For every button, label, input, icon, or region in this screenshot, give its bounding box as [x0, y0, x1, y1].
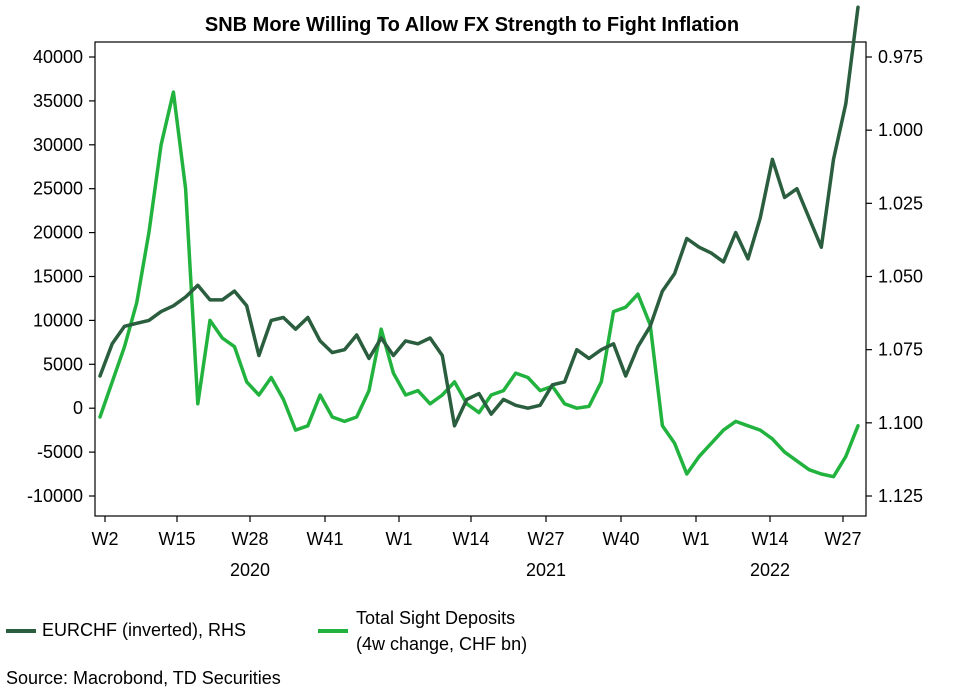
- x-tick-label: W27: [824, 529, 861, 549]
- right-tick-label: 1.100: [878, 413, 923, 433]
- x-tick-label: W41: [306, 529, 343, 549]
- series-line-sight-deposits: [98, 90, 860, 479]
- x-tick-label: W28: [231, 529, 268, 549]
- x-year-label: 2022: [750, 560, 790, 580]
- plot-border: [94, 41, 867, 517]
- source-note: Source: Macrobond, TD Securities: [6, 668, 281, 688]
- x-year-label: 2021: [526, 560, 566, 580]
- left-tick-label: 10000: [33, 310, 83, 330]
- left-tick-label: 5000: [43, 354, 83, 374]
- right-tick-label: 1.000: [878, 120, 923, 140]
- chart-title: SNB More Willing To Allow FX Strength to…: [205, 14, 739, 36]
- left-tick-label: 40000: [33, 47, 83, 67]
- right-axis: 0.975 1.000 1.025 1.050 1.075 1.100 1.125: [866, 47, 923, 506]
- right-tick-label: 1.125: [878, 486, 923, 506]
- left-tick-label: -10000: [27, 486, 83, 506]
- x-tick-label: W14: [452, 529, 489, 549]
- right-tick-label: 1.050: [878, 267, 923, 287]
- legend-label-sight-deposits-line1: Total Sight Deposits: [356, 608, 516, 628]
- right-tick-label: 1.075: [878, 340, 923, 360]
- series-line-eurchf: [98, 5, 860, 428]
- x-tick-label: W1: [683, 529, 710, 549]
- left-tick-label: -5000: [37, 442, 83, 462]
- legend-swatch-eurchf: [6, 629, 36, 633]
- legend-label-eurchf: EURCHF (inverted), RHS: [42, 620, 247, 640]
- x-tick-label: W2: [92, 529, 119, 549]
- legend-label-sight-deposits-line2: (4w change, CHF bn): [356, 634, 528, 654]
- right-tick-label: 0.975: [878, 47, 923, 67]
- left-tick-label: 15000: [33, 267, 83, 287]
- right-tick-label: 1.025: [878, 193, 923, 213]
- left-tick-label: 20000: [33, 223, 83, 243]
- left-tick-label: 30000: [33, 135, 83, 155]
- x-year-label: 2020: [230, 560, 270, 580]
- left-tick-label: 0: [73, 398, 83, 418]
- left-tick-label: 35000: [33, 91, 83, 111]
- series-layer: [98, 5, 860, 479]
- x-tick-label: W40: [602, 529, 639, 549]
- plot-frame: [94, 41, 867, 517]
- x-axis: W2 W15 W28 W41 W1 W14 W27 W40 W1 W14 W27 2020 2021 20…: [92, 516, 862, 580]
- x-tick-label: W27: [527, 529, 564, 549]
- legend-swatch-sight-deposits: [318, 629, 348, 633]
- x-tick-label: W14: [751, 529, 788, 549]
- x-tick-label: W1: [386, 529, 413, 549]
- x-tick-label: W15: [158, 529, 195, 549]
- left-axis: 40000 35000 30000 25000 20000 15000 10000 5000 0…: [27, 47, 95, 506]
- left-tick-label: 25000: [33, 179, 83, 199]
